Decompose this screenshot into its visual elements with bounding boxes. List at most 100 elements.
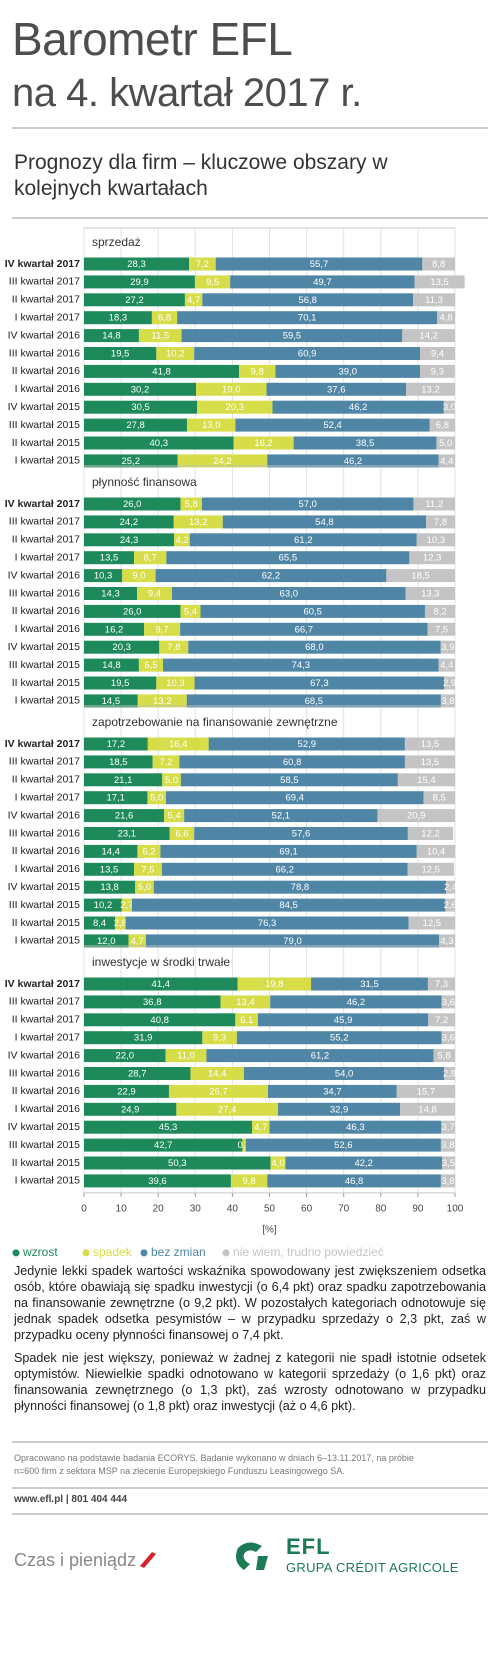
category-label: III kwartał 2015 xyxy=(9,899,80,911)
bar-segment xyxy=(160,844,417,858)
heading: Prognozy dla firm – kluczowe obszary w k… xyxy=(14,151,388,200)
value-label: 13,5 xyxy=(421,757,440,768)
category-label: I kwartał 2017 xyxy=(15,551,81,563)
category-label: IV kwartał 2015 xyxy=(8,1121,81,1133)
value-label: 34,7 xyxy=(323,1086,342,1097)
bar-segment xyxy=(189,533,417,547)
value-label: 2,9 xyxy=(443,678,456,689)
legend-label: nie wiem, trudno powiedzieć xyxy=(233,1245,384,1259)
value-label: 10,2 xyxy=(166,349,185,360)
value-label: 4,7 xyxy=(187,295,200,306)
bar-segment xyxy=(420,364,455,378)
category-label: IV kwartał 2015 xyxy=(8,401,81,413)
value-label: 39,0 xyxy=(339,366,358,377)
bar-segment xyxy=(84,844,138,858)
category-label: II kwartał 2015 xyxy=(12,917,80,929)
x-tick-label: 90 xyxy=(412,1204,424,1215)
bar-segment xyxy=(177,311,438,325)
bar-segment xyxy=(138,658,164,672)
bar-segment xyxy=(433,1049,455,1063)
bar-segment xyxy=(84,569,123,583)
bar-segment xyxy=(220,995,271,1009)
bar-segment xyxy=(84,640,160,654)
value-label: 8,5 xyxy=(433,793,446,804)
bar-segment xyxy=(438,658,455,672)
category-label: III kwartał 2015 xyxy=(9,1139,80,1151)
bar-segment xyxy=(409,551,455,565)
panel-title: zapotrzebowanie na finansowanie zewnętrz… xyxy=(92,715,338,729)
value-label: 13,2 xyxy=(421,384,440,395)
x-tick-label: 70 xyxy=(338,1204,350,1215)
x-tick-label: 80 xyxy=(375,1204,387,1215)
legend-swatch xyxy=(222,1249,230,1257)
bar-segment xyxy=(423,791,455,805)
value-label: 5,8 xyxy=(438,1051,451,1062)
value-label: 40,3 xyxy=(150,438,169,449)
bar-segment xyxy=(134,551,167,565)
bar-segment xyxy=(222,515,427,529)
value-label: 9,7 xyxy=(155,624,168,635)
value-label: 10,4 xyxy=(427,846,446,857)
value-label: 9,5 xyxy=(206,277,219,288)
bar-segment xyxy=(84,1067,191,1080)
bar-segment xyxy=(115,916,126,930)
bar-segment xyxy=(84,827,170,840)
value-label: 61,2 xyxy=(311,1051,330,1062)
value-label: 41,4 xyxy=(152,979,171,990)
bar-segment xyxy=(233,436,294,450)
value-label: 52,9 xyxy=(298,739,317,750)
category-label: I kwartał 2016 xyxy=(15,863,81,875)
value-label: 49,7 xyxy=(313,277,332,288)
category-label: III kwartał 2017 xyxy=(9,756,80,768)
value-label: 55,7 xyxy=(310,259,329,270)
panel-title: sprzedaż xyxy=(92,235,141,249)
x-tick-label: 30 xyxy=(190,1204,202,1215)
value-label: 52,6 xyxy=(334,1140,353,1151)
category-label: III kwartał 2017 xyxy=(9,276,80,288)
value-label: 22,9 xyxy=(117,1086,136,1097)
value-label: 42,7 xyxy=(154,1140,173,1151)
value-label: 66,2 xyxy=(275,864,294,875)
title: Barometr EFL xyxy=(12,13,293,65)
bar-segment xyxy=(440,1174,455,1188)
value-label: 19,0 xyxy=(222,384,241,395)
value-label: 24,2 xyxy=(213,456,232,467)
bar-segment xyxy=(138,329,182,343)
value-label: 2,6 xyxy=(444,900,457,911)
bar-segment xyxy=(84,1120,253,1134)
value-label: 7,8 xyxy=(434,517,447,528)
value-label: 4,0 xyxy=(271,1158,284,1169)
bar-segment xyxy=(180,497,202,511)
bar-segment xyxy=(272,400,444,414)
value-label: 60,8 xyxy=(283,757,302,768)
bar-segment xyxy=(420,347,455,360)
bar-segment xyxy=(174,533,190,547)
category-label: I kwartał 2016 xyxy=(15,383,81,395)
bar-segment xyxy=(128,934,146,948)
value-label: 5,4 xyxy=(184,606,197,617)
bar-segment xyxy=(188,640,441,654)
bar-segment xyxy=(194,347,421,360)
category-label: I kwartał 2017 xyxy=(15,791,81,803)
bar-segment xyxy=(242,1138,246,1152)
bar-segment xyxy=(235,1013,258,1027)
bar-segment xyxy=(400,1102,455,1116)
bar-segment xyxy=(427,977,455,991)
value-label: 19,5 xyxy=(111,678,130,689)
value-label: 4,8 xyxy=(439,313,452,324)
value-label: 26,0 xyxy=(123,499,142,510)
bar-segment xyxy=(84,382,197,396)
bar-segment xyxy=(151,311,178,325)
value-label: 18,5 xyxy=(411,571,430,582)
bar-segment xyxy=(84,1013,236,1027)
value-label: 5,0 xyxy=(165,775,178,786)
value-label: 11,3 xyxy=(425,295,443,306)
brand: EFL xyxy=(286,1534,331,1559)
value-label: 18,3 xyxy=(109,313,128,324)
value-label: 5,0 xyxy=(150,793,163,804)
category-label: IV kwartał 2016 xyxy=(8,809,81,821)
value-label: 52,4 xyxy=(323,420,342,431)
bar-segment xyxy=(164,809,185,823)
bar-segment xyxy=(404,755,455,769)
value-label: 17,2 xyxy=(107,739,126,750)
